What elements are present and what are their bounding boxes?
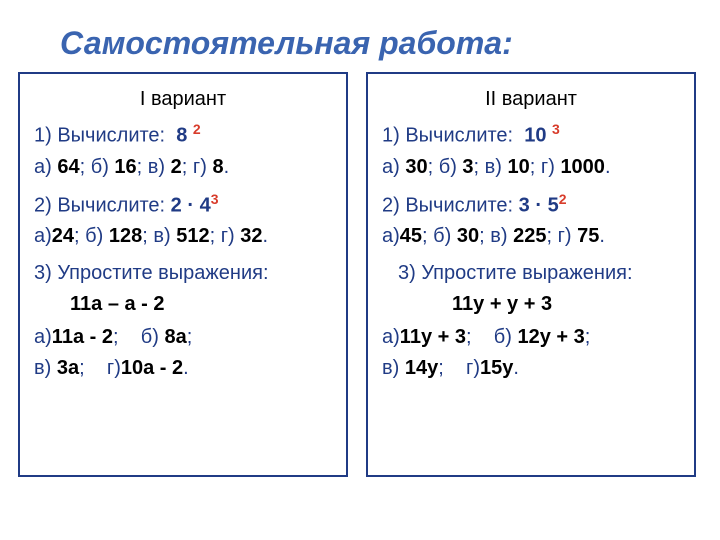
slide-title: Самостоятельная работа:: [0, 0, 720, 72]
a3-line1-v1: а)11а - 2; б) 8а;: [34, 322, 332, 353]
a2c: 512: [176, 225, 209, 247]
lab-b3-v2: б): [494, 326, 512, 348]
lab-c2-v2: в): [490, 225, 507, 247]
a1c: 2: [171, 156, 182, 178]
q2-exp-v2: 2: [559, 191, 567, 207]
lab-d3: г): [107, 357, 121, 379]
panels-container: I вариант 1) Вычислите: 8 2 а) 64; б) 16…: [0, 72, 720, 477]
a3-line2-v2: в) 14у; г)15у.: [382, 353, 680, 384]
panel-variant-1: I вариант 1) Вычислите: 8 2 а) 64; б) 16…: [18, 72, 348, 477]
lab-b2: б): [85, 225, 103, 247]
lab-b-v2: б): [439, 156, 457, 178]
a2c-v2: 225: [513, 225, 546, 247]
lab-c3-v2: в): [382, 357, 399, 379]
a1d: 8: [212, 156, 223, 178]
a2a: 24: [52, 225, 74, 247]
lab-c: в): [148, 156, 165, 178]
lab-b3: б): [141, 326, 159, 348]
a3-line1-v2: а)11у + 3; б) 12у + 3;: [382, 322, 680, 353]
lab-a2: а): [34, 225, 52, 247]
lab-b2-v2: б): [433, 225, 451, 247]
slide: Самостоятельная работа: I вариант 1) Выч…: [0, 0, 720, 540]
a1-line-v1: а) 64; б) 16; в) 2; г) 8.: [34, 152, 332, 183]
lab-d2: г): [221, 225, 235, 247]
q1-line-v2: 1) Вычислите: 10 3: [382, 119, 680, 152]
a2b: 128: [109, 225, 142, 247]
variant-title-1: I вариант: [34, 84, 332, 115]
q2-line-v2: 2) Вычислите: 3 · 52: [382, 189, 680, 222]
a3d: 10а - 2: [121, 357, 183, 379]
a3a: 11а - 2: [52, 326, 113, 348]
q2-prompt: 2) Вычислите:: [34, 194, 165, 216]
q2-line-v1: 2) Вычислите: 2 · 43: [34, 189, 332, 222]
lab-c3: в): [34, 357, 51, 379]
lab-d2-v2: г): [558, 225, 572, 247]
panel-variant-2: II вариант 1) Вычислите: 10 3 а) 30; б) …: [366, 72, 696, 477]
a3c: 3а: [57, 357, 79, 379]
lab-a2-v2: а): [382, 225, 400, 247]
a3-line2-v1: в) 3а; г)10а - 2.: [34, 353, 332, 384]
q1-exp: 2: [193, 121, 201, 137]
a3b-v2: 12у + 3: [517, 326, 584, 348]
q1-exp-v2: 3: [552, 121, 560, 137]
a1d-v2: 1000: [560, 156, 605, 178]
lab-c2: в): [153, 225, 170, 247]
a2-line-v2: а)45; б) 30; в) 225; г) 75.: [382, 221, 680, 252]
a1a-v2: 30: [405, 156, 427, 178]
a2a-v2: 45: [400, 225, 422, 247]
lab-d-v2: г): [541, 156, 555, 178]
q3-prompt-v2: 3) Упростите выражения:: [398, 258, 680, 289]
a1-line-v2: а) 30; б) 3; в) 10; г) 1000.: [382, 152, 680, 183]
a3c-v2: 14у: [405, 357, 438, 379]
lab-a: а): [34, 156, 52, 178]
q1-prompt: 1) Вычислите:: [34, 125, 165, 147]
a2d: 32: [240, 225, 262, 247]
lab-d: г): [193, 156, 207, 178]
variant-title-2: II вариант: [382, 84, 680, 115]
a3d-v2: 15у: [480, 357, 513, 379]
lab-d3-v2: г): [466, 357, 480, 379]
lab-c-v2: в): [485, 156, 502, 178]
lab-b: б): [91, 156, 109, 178]
a1b: 16: [114, 156, 136, 178]
a2d-v2: 75: [577, 225, 599, 247]
q3-expr-v1: 11а – а - 2: [70, 289, 332, 320]
q1-line-v1: 1) Вычислите: 8 2: [34, 119, 332, 152]
a2-line-v1: а)24; б) 128; в) 512; г) 32.: [34, 221, 332, 252]
lab-a3-v2: а): [382, 326, 400, 348]
q2-exp: 3: [211, 191, 219, 207]
q1-base-v2: 10: [524, 125, 546, 147]
a2b-v2: 30: [457, 225, 479, 247]
lab-a-v2: а): [382, 156, 400, 178]
q1-base: 8: [176, 125, 187, 147]
lab-a3: а): [34, 326, 52, 348]
q2-base-v2: 3 · 5: [519, 194, 559, 216]
q2-base: 2 · 4: [171, 194, 211, 216]
q2-prompt-v2: 2) Вычислите:: [382, 194, 513, 216]
q1-prompt-v2: 1) Вычислите:: [382, 125, 513, 147]
a1a: 64: [57, 156, 79, 178]
a3a-v2: 11у + 3: [400, 326, 466, 348]
a3b: 8а: [164, 326, 186, 348]
a1c-v2: 10: [508, 156, 530, 178]
q3-prompt-v1: 3) Упростите выражения:: [34, 258, 332, 289]
q3-expr-v2: 11у + у + 3: [452, 289, 680, 320]
a1b-v2: 3: [462, 156, 473, 178]
